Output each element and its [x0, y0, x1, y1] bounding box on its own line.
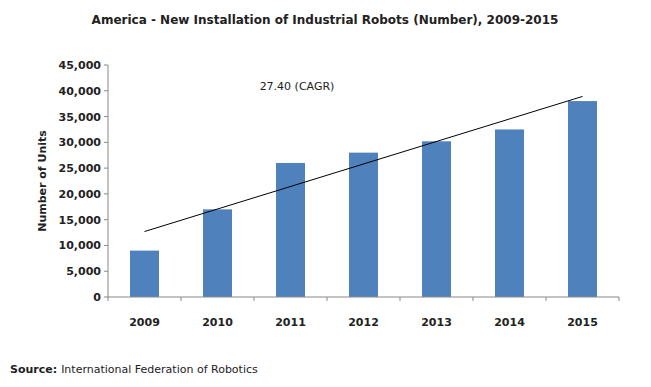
y-tick	[104, 297, 108, 298]
source-text: International Federation of Robotics	[61, 363, 258, 376]
y-axis	[108, 65, 109, 297]
y-tick	[104, 116, 108, 117]
x-tick	[108, 297, 109, 301]
y-tick	[104, 142, 108, 143]
x-tick-label: 2012	[348, 316, 379, 329]
x-tick-label: 2015	[567, 316, 598, 329]
bar	[495, 129, 524, 297]
y-tick-label: 45,000	[59, 59, 102, 72]
y-tick	[104, 219, 108, 220]
bar	[203, 209, 232, 297]
y-tick	[104, 65, 108, 66]
y-tick-label: 25,000	[59, 162, 102, 175]
x-tick	[546, 297, 547, 301]
bar	[422, 141, 451, 297]
y-tick	[104, 271, 108, 272]
y-tick-label: 20,000	[59, 188, 102, 201]
x-axis	[108, 297, 619, 298]
x-tick	[473, 297, 474, 301]
plot-area	[130, 96, 597, 297]
annotation: 27.40 (CAGR)	[260, 80, 335, 93]
x-tick-label: 2013	[421, 316, 452, 329]
y-tick-label: 0	[93, 291, 101, 304]
y-tick-label: 10,000	[59, 239, 102, 252]
x-tick-label: 2010	[202, 316, 233, 329]
y-tick-label: 5,000	[66, 265, 101, 278]
x-tick	[619, 297, 620, 301]
source: Source: International Federation of Robot…	[10, 363, 258, 376]
x-tick-label: 2014	[494, 316, 525, 329]
title: America - New Installation of Industrial…	[92, 13, 559, 27]
bar	[130, 251, 159, 297]
bar	[349, 153, 378, 297]
x-tick-label: 2009	[129, 316, 160, 329]
x-tick-label: 2011	[275, 316, 306, 329]
y-tick	[104, 168, 108, 169]
bar	[568, 101, 597, 297]
y-tick	[104, 90, 108, 91]
x-tick	[400, 297, 401, 301]
y-axis-label: Number of Units	[36, 130, 49, 232]
y-tick	[104, 193, 108, 194]
y-tick	[104, 245, 108, 246]
x-tick	[254, 297, 255, 301]
x-tick	[327, 297, 328, 301]
y-tick-label: 35,000	[59, 111, 102, 124]
y-tick-label: 40,000	[59, 85, 102, 98]
y-tick-label: 30,000	[59, 136, 102, 149]
y-tick-label: 15,000	[59, 214, 102, 227]
source-label: Source:	[10, 363, 57, 376]
trend-line	[145, 96, 583, 231]
x-tick	[181, 297, 182, 301]
